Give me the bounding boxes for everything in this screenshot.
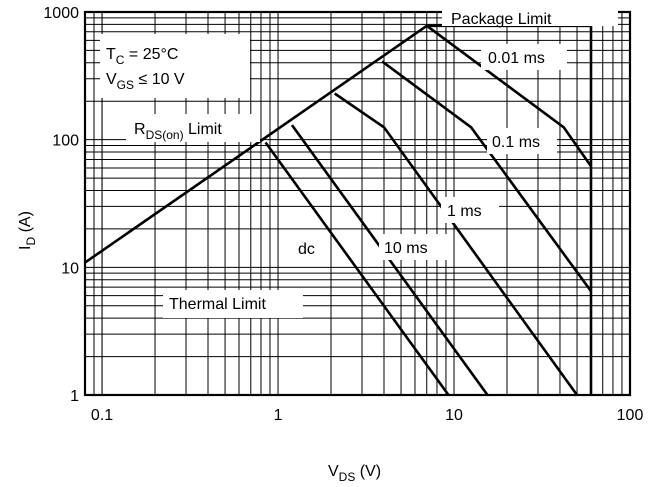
- tc-condition-label: TC = 25°C: [106, 46, 178, 67]
- y-tick-label: 1: [70, 388, 79, 405]
- rdson-limit-label: RDS(on) Limit: [134, 121, 222, 142]
- package-limit-label: Package Limit: [451, 11, 552, 28]
- y-tick-label: 1000: [43, 5, 79, 22]
- y-tick-label: 10: [61, 260, 79, 277]
- x-tick-label: 1: [274, 407, 283, 424]
- x-tick-label: 0.1: [91, 407, 113, 424]
- vgs-condition-label: VGS ≤ 10 V: [106, 71, 185, 92]
- label-backgrounds: [100, 6, 618, 318]
- x-axis-label: VDS (V): [328, 463, 381, 484]
- series-line-3: [290, 124, 489, 396]
- series-line-1: [381, 60, 593, 292]
- tick-labels: 0.1 1 10 100 1 10 100 1000: [43, 5, 643, 424]
- series-label-1ms: 1 ms: [447, 203, 482, 220]
- series-label-0-1ms: 0.1 ms: [492, 134, 540, 151]
- series-label-0-01ms: 0.01 ms: [488, 50, 545, 67]
- series-line-0: [426, 24, 593, 167]
- y-tick-label: 100: [52, 133, 79, 150]
- x-tick-label: 100: [617, 407, 644, 424]
- series-line-2: [333, 92, 579, 396]
- thermal-limit-label: Thermal Limit: [169, 296, 266, 313]
- plot-frame: [83, 10, 632, 397]
- series-label-10ms: 10 ms: [384, 240, 428, 257]
- series-label-dc: dc: [298, 241, 315, 258]
- series-line-4: [264, 141, 450, 396]
- limit-line-0: [84, 24, 428, 264]
- x-tick-label: 10: [445, 407, 463, 424]
- y-axis-label: ID (A): [17, 211, 38, 250]
